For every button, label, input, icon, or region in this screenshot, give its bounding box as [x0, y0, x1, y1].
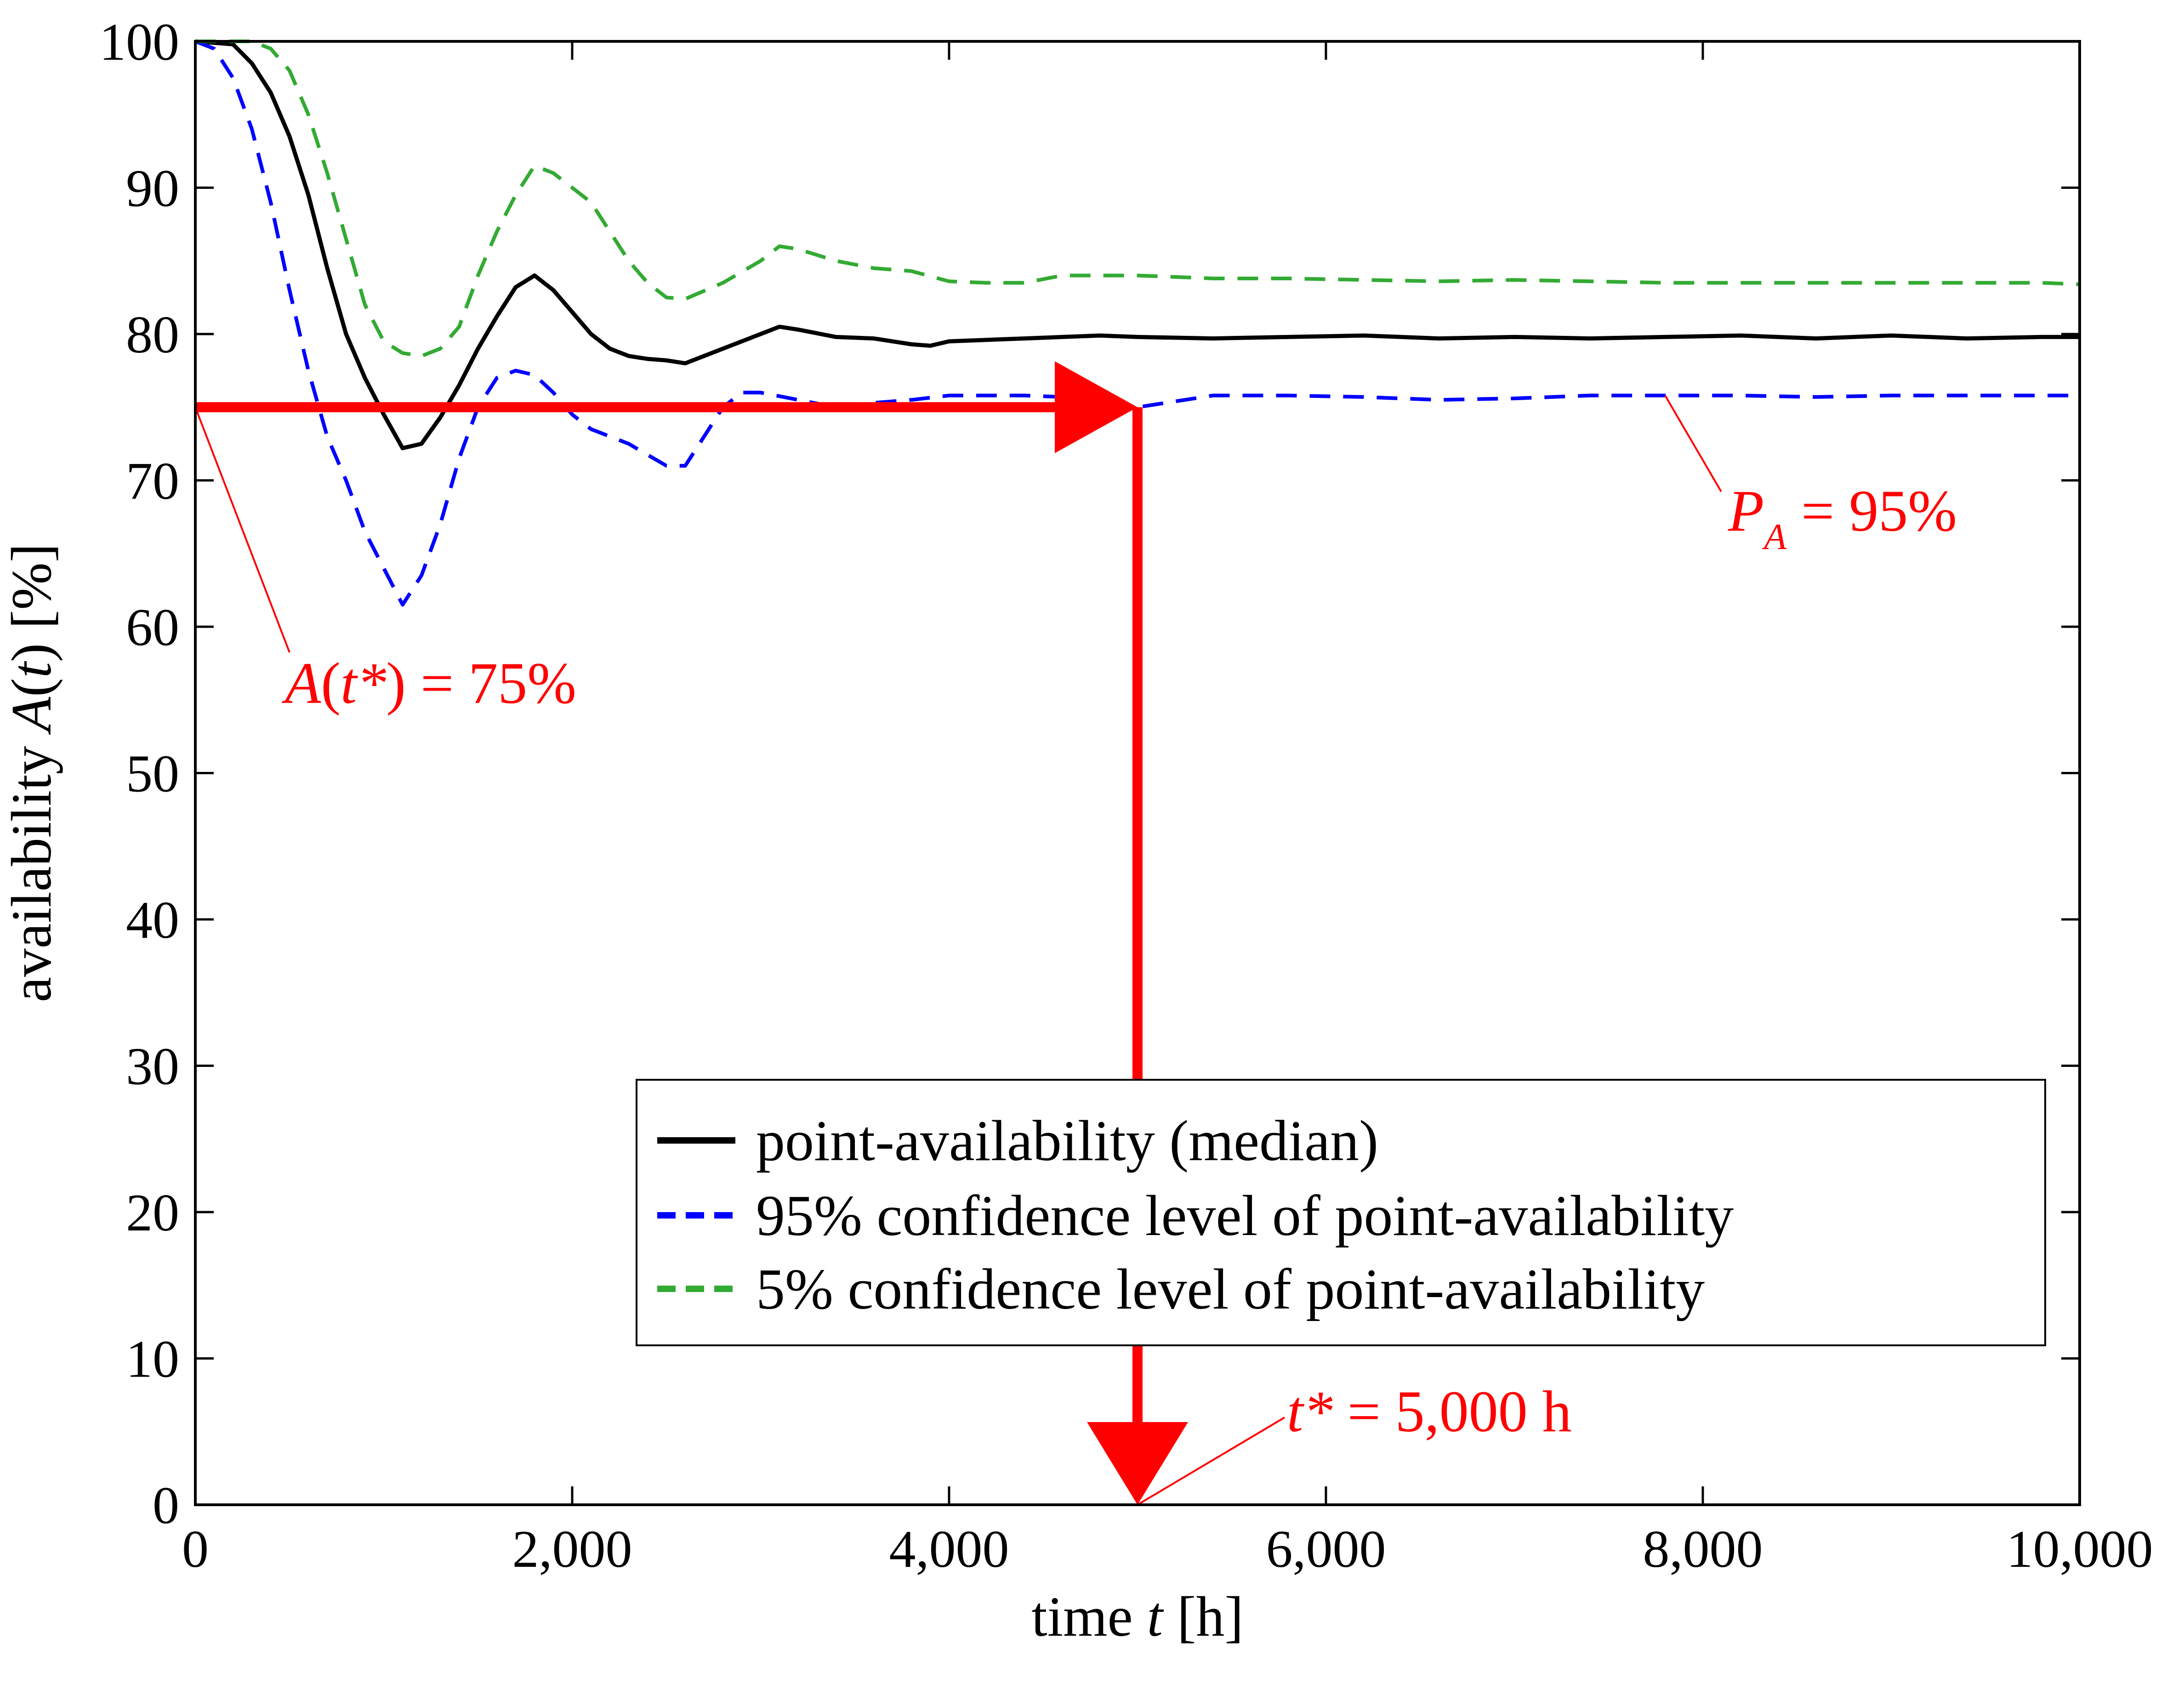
- y-tick-label: 70: [126, 452, 179, 511]
- legend: point-availability (median) 95% confiden…: [636, 1079, 2046, 1346]
- y-tick-label: 30: [126, 1037, 179, 1096]
- y-tick-label: 50: [126, 745, 179, 804]
- annotation-tstar: t* = 5,000 h: [1287, 1379, 1572, 1444]
- x-axis-label: time t [h]: [1031, 1585, 1243, 1648]
- y-tick-label: 10: [126, 1330, 179, 1389]
- y-tick-label: 0: [153, 1476, 179, 1535]
- x-tick-label: 8,000: [1643, 1520, 1763, 1579]
- legend-label-95: 95% confidence level of point-availabili…: [756, 1184, 1734, 1248]
- y-tick-label: 90: [126, 159, 179, 218]
- leader-line-pa: [1664, 395, 1722, 493]
- annotation-a-tstar: A(t*) = 75%: [282, 651, 576, 716]
- x-tick-label: 0: [182, 1520, 209, 1579]
- leader-line-a-tstar: [194, 407, 290, 653]
- legend-box: [636, 1079, 2046, 1346]
- x-tick-label: 4,000: [889, 1520, 1009, 1579]
- y-axis-label: availability A(t) [%]: [0, 544, 63, 1003]
- legend-label-5: 5% confidence level of point-availabilit…: [756, 1258, 1705, 1321]
- tick-layer: 0 2,000 4,000 6,000 8,000 10,000 0 10 20 30 40 50 60…: [99, 13, 2153, 1579]
- x-tick-label: 2,000: [512, 1520, 632, 1579]
- x-tick-label: 10,000: [2007, 1520, 2153, 1579]
- y-tick-label: 60: [126, 598, 179, 657]
- x-tick-label: 6,000: [1266, 1520, 1386, 1579]
- legend-label-median: point-availability (median): [756, 1109, 1378, 1173]
- y-tick-label: 80: [126, 306, 179, 364]
- leader-line-tstar: [1137, 1417, 1285, 1506]
- horizontal-arrow-head: [1055, 361, 1138, 454]
- y-tick-label: 100: [99, 13, 179, 72]
- y-tick-label: 40: [126, 891, 179, 950]
- y-tick-label: 20: [126, 1184, 179, 1242]
- vertical-arrow-head: [1087, 1422, 1188, 1505]
- annotation-pa: PA = 95%: [1728, 478, 1957, 557]
